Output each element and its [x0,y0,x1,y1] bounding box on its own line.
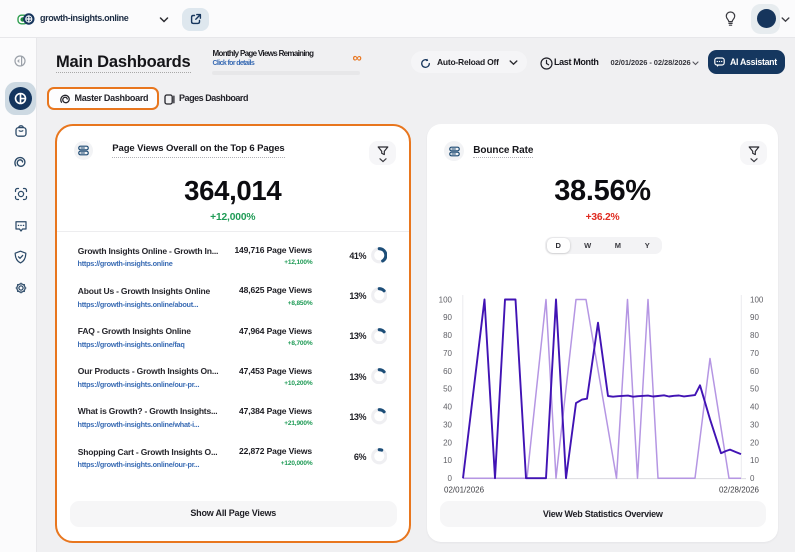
svg-text:02/01/2026: 02/01/2026 [444,486,485,495]
svg-text:60: 60 [750,367,759,376]
svg-text:90: 90 [443,313,452,322]
svg-text:20: 20 [443,438,452,447]
svg-text:30: 30 [443,420,452,429]
svg-text:40: 40 [443,403,452,412]
svg-text:100: 100 [750,295,764,304]
svg-text:0: 0 [750,474,755,483]
svg-text:70: 70 [443,349,452,358]
svg-text:10: 10 [750,456,759,465]
svg-text:90: 90 [750,313,759,322]
svg-text:0: 0 [448,474,453,483]
svg-text:50: 50 [750,385,759,394]
svg-text:10: 10 [443,456,452,465]
svg-text:50: 50 [443,385,452,394]
svg-text:40: 40 [750,403,759,412]
svg-text:80: 80 [443,331,452,340]
svg-text:80: 80 [750,331,759,340]
svg-text:60: 60 [443,367,452,376]
svg-text:02/28/2026: 02/28/2026 [719,486,760,495]
svg-text:100: 100 [439,295,453,304]
svg-text:20: 20 [750,438,759,447]
svg-text:30: 30 [750,420,759,429]
svg-text:70: 70 [750,349,759,358]
